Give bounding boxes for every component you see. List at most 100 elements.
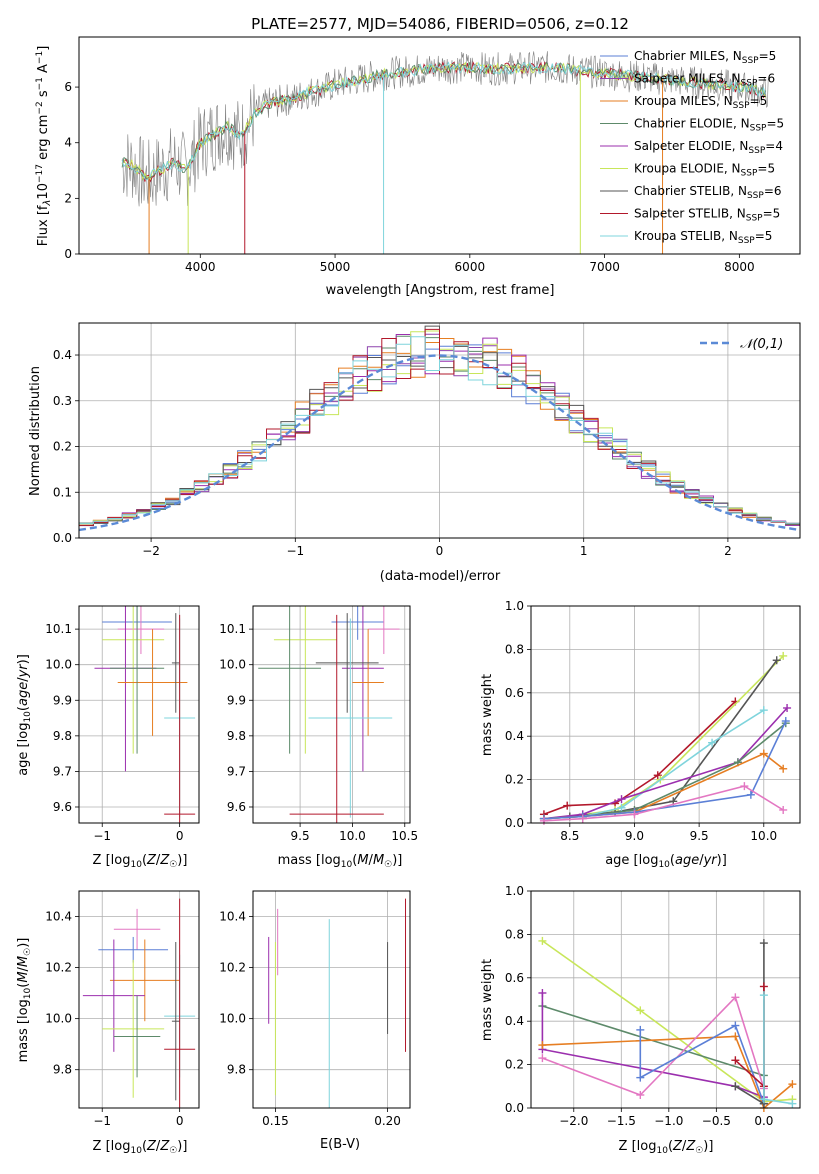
residual-histogram-panel: −2 −1 0 1 2 0.0 0.1 0.2 0.3 0.4 𝒩(0,1) <box>53 322 801 558</box>
age-z-ytick-label: 10.0 <box>45 658 72 672</box>
legend-subscript: SSP <box>741 169 758 179</box>
weight-z-ytick-label: 0.6 <box>505 971 524 985</box>
histogram-xtick-label: 2 <box>724 544 732 558</box>
age-mass-xtick-label: 9.5 <box>291 829 310 843</box>
histogram-steps <box>79 325 800 532</box>
weight-z-ytick-label: 1.0 <box>505 884 524 898</box>
age-vs-metallicity-panel: −1 0 9.6 9.7 9.8 9.9 10.0 10.1 <box>45 605 200 843</box>
mass-ebv-xtick-label: 0.20 <box>374 1114 401 1128</box>
weight-age-ytick-label: 0.2 <box>505 773 524 787</box>
spectrum-lines <box>121 51 770 254</box>
weight-z-ytick-label: 0.0 <box>505 1101 524 1115</box>
age-mass-xtick-label: 10.0 <box>339 829 366 843</box>
weight-age-ytick-label: 0.0 <box>505 816 524 830</box>
histogram-ytick-label: 0.1 <box>53 485 72 499</box>
histogram-series-salpeter_stelib <box>79 328 800 527</box>
mass-z-points <box>82 898 196 1108</box>
mass-z-xtick-label: −1 <box>93 1114 111 1128</box>
spectrum-ytick-label: 4 <box>64 136 72 150</box>
weight-z-ytick-label: 0.4 <box>505 1014 524 1028</box>
age-z-frame <box>78 605 200 824</box>
weight-z-xtick-label: −1.5 <box>607 1114 636 1128</box>
age-z-ylabel: age [log10(age/yr)] <box>16 654 33 776</box>
weight-age-line-chabrier_miles <box>543 720 787 820</box>
histogram-xtick-label: 0 <box>436 544 444 558</box>
age-mass-ytick-label: 9.6 <box>227 800 246 814</box>
histogram-xtick-label: −2 <box>142 544 160 558</box>
age-vs-mass-panel: 9.5 10.0 10.5 9.6 9.7 9.8 9.9 10.0 10.1 <box>219 605 418 843</box>
mass-vs-ebv-panel: 0.15 0.20 9.8 10.0 10.2 10.4 <box>219 890 411 1128</box>
age-z-xlabel: Z [log10(Z/Z☉)] <box>93 853 188 870</box>
weight-z-xtick-label: 0.0 <box>754 1114 773 1128</box>
weight-age-xtick-label: 10.0 <box>750 829 777 843</box>
age-mass-xlabel: mass [log10(M/M☉)] <box>278 853 403 870</box>
age-z-xtick-label: 0 <box>176 829 184 843</box>
legend-label-chabrier_miles: Chabrier MILES, NSSP=5 <box>634 49 776 66</box>
legend-subscript: SSP <box>747 191 764 201</box>
legend-label-kroupa_miles: Kroupa MILES, NSSP=5 <box>634 94 767 111</box>
mass-z-frame <box>78 890 200 1109</box>
weight-z-ytick-label: 0.2 <box>505 1058 524 1072</box>
figure-title: PLATE=2577, MJD=54086, FIBERID=0506, z=0… <box>251 15 629 33</box>
weight-z-xlabel: Z [log10(Z/Z☉)] <box>619 1139 714 1156</box>
legend-label-chabrier_elodie: Chabrier ELODIE, NSSP=5 <box>634 117 784 134</box>
weight-age-ytick-label: 0.8 <box>505 642 524 656</box>
mass-ebv-ytick-label: 9.8 <box>227 1063 246 1077</box>
legend-subscript: SSP <box>748 146 765 156</box>
mass-z-ylabel: mass [log10(M/M☉)] <box>16 938 33 1063</box>
legend-subscript: SSP <box>738 236 755 246</box>
weight-age-ylabel: mass weight <box>480 674 495 756</box>
mass-ebv-ytick-label: 10.2 <box>219 961 246 975</box>
weight-z-xtick-label: −0.5 <box>702 1114 731 1128</box>
weight-age-xtick-label: 9.5 <box>690 829 709 843</box>
legend-label-kroupa_elodie: Kroupa ELODIE, NSSP=5 <box>634 162 775 179</box>
spectrum-xtick-label: 7000 <box>589 260 620 274</box>
age-mass-ytick-label: 9.8 <box>227 729 246 743</box>
weight-age-xtick-label: 9.0 <box>625 829 644 843</box>
legend-count: =5 <box>759 49 777 63</box>
mass-ebv-xlabel: E(B-V) <box>320 1137 360 1152</box>
age-mass-points <box>258 606 400 823</box>
legend-label-salpeter_miles: Salpeter MILES, NSSP=6 <box>634 72 775 89</box>
histogram-xtick-label: 1 <box>580 544 588 558</box>
histogram-xlabel: (data-model)/error <box>380 569 501 584</box>
mass-z-ytick-label: 10.2 <box>45 961 72 975</box>
weight-age-ytick-label: 1.0 <box>505 599 524 613</box>
spectrum-ytick-label: 2 <box>64 191 72 205</box>
weight-z-frame <box>530 890 801 1109</box>
legend-count: =5 <box>755 229 773 243</box>
weight-z-line-chabrier_miles <box>639 1024 765 1104</box>
weight-age-line-salpeter_stelib <box>543 700 736 816</box>
legend-subscript: SSP <box>733 101 750 111</box>
weight-z-ytick-label: 0.8 <box>505 927 524 941</box>
age-mass-ytick-label: 10.0 <box>219 658 246 672</box>
legend-count: =6 <box>757 72 775 86</box>
weight-age-ytick-label: 0.6 <box>505 686 524 700</box>
age-mass-ytick-label: 9.7 <box>227 764 246 778</box>
legend-label-chabrier_stelib: Chabrier STELIB, NSSP=6 <box>634 184 782 201</box>
weight-z-line-extra_pink <box>542 995 765 1096</box>
spectrum-model-kroupa_stelib <box>121 61 766 181</box>
normal-curve <box>79 354 800 532</box>
legend-label-salpeter_stelib: Salpeter STELIB, NSSP=5 <box>634 207 780 224</box>
legend-subscript: SSP <box>742 56 759 66</box>
histogram-series-kroupa_stelib <box>79 336 800 528</box>
age-z-ytick-label: 9.6 <box>53 800 72 814</box>
legend-count: =4 <box>765 139 783 153</box>
age-z-ytick-label: 9.9 <box>53 693 72 707</box>
mass-ebv-points <box>268 898 407 1108</box>
weight-vs-metallicity-panel: −2.0 −1.5 −1.0 −0.5 0.0 0.0 0.2 0.4 0.6 0.8 1.0 <box>505 884 801 1128</box>
legend-label-salpeter_elodie: Salpeter ELODIE, NSSP=4 <box>634 139 783 156</box>
histogram-xtick-label: −1 <box>286 544 304 558</box>
age-z-ytick-label: 9.8 <box>53 729 72 743</box>
mass-z-ytick-label: 10.4 <box>45 910 72 924</box>
spectrum-xtick-label: 4000 <box>185 260 216 274</box>
mass-z-xtick-label: 0 <box>176 1114 184 1128</box>
histogram-ytick-label: 0.0 <box>53 531 72 545</box>
weight-z-line-salpeter_elodie <box>541 993 765 1098</box>
histogram-ytick-label: 0.3 <box>53 394 72 408</box>
weight-age-xlabel: age [log10(age/yr)] <box>605 853 727 870</box>
legend-subscript: SSP <box>746 214 763 224</box>
spectrum-xtick-label: 6000 <box>455 260 486 274</box>
